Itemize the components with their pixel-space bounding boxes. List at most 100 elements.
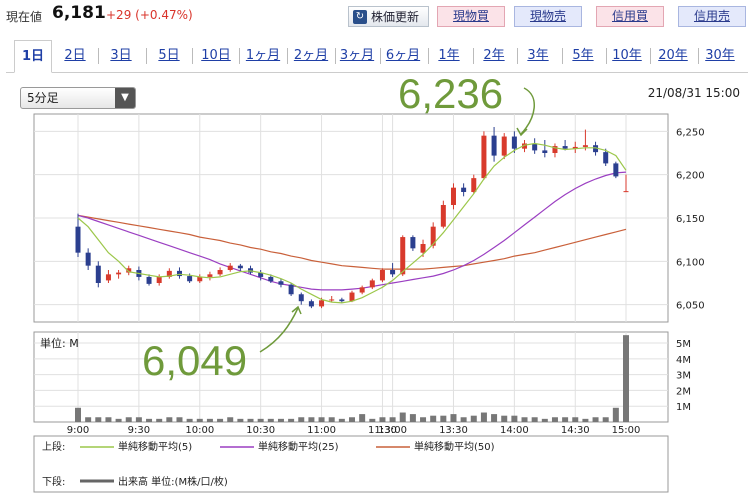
volume-bar bbox=[328, 417, 335, 422]
volume-bar bbox=[582, 418, 589, 422]
candle-body bbox=[278, 281, 284, 285]
volume-bar bbox=[267, 418, 274, 422]
tab-separator bbox=[98, 48, 99, 64]
legend-upper-label: 上段: bbox=[42, 440, 65, 453]
tab-20y[interactable]: 20年 bbox=[658, 48, 688, 63]
refresh-price-button[interactable]: ↻ 株価更新 bbox=[348, 6, 429, 27]
candle-body bbox=[461, 187, 467, 192]
volume-bar bbox=[511, 415, 518, 422]
margin-sell-button[interactable]: 信用売 bbox=[678, 6, 746, 27]
candle-body bbox=[410, 237, 416, 249]
tab-separator bbox=[335, 48, 336, 64]
tab-3d[interactable]: 3日 bbox=[110, 48, 132, 63]
volume-bar bbox=[115, 418, 122, 422]
volume-bar bbox=[551, 417, 558, 422]
tab-1y[interactable]: 1年 bbox=[438, 48, 460, 63]
tab-30y[interactable]: 30年 bbox=[705, 48, 735, 63]
volume-bar bbox=[298, 417, 305, 422]
tab-separator bbox=[287, 48, 288, 64]
price-tick-label: 6,200 bbox=[676, 171, 705, 182]
volume-axis: 1M 2M 3M 4M 5M bbox=[676, 339, 691, 413]
tab-2y[interactable]: 2年 bbox=[483, 48, 505, 63]
spot-sell-button[interactable]: 現物売 bbox=[514, 6, 582, 27]
candle-body bbox=[593, 145, 599, 153]
refresh-icon: ↻ bbox=[353, 10, 367, 24]
ma5-path bbox=[77, 142, 627, 304]
candle-body bbox=[623, 191, 629, 193]
tab-separator bbox=[380, 48, 381, 64]
volume-bar bbox=[359, 414, 366, 422]
candle-body bbox=[613, 163, 619, 177]
candle-body bbox=[450, 187, 456, 205]
volume-bar bbox=[308, 417, 315, 422]
candle-body bbox=[369, 280, 375, 288]
candle-body bbox=[237, 265, 243, 269]
tab-separator bbox=[192, 48, 193, 64]
refresh-label: 株価更新 bbox=[371, 10, 420, 24]
tab-3m[interactable]: 3ヶ月 bbox=[339, 48, 375, 63]
tab-separator bbox=[517, 48, 518, 64]
volume-bar bbox=[277, 418, 284, 422]
tab-separator bbox=[606, 48, 607, 64]
tab-3y[interactable]: 3年 bbox=[527, 48, 549, 63]
tab-5y[interactable]: 5年 bbox=[572, 48, 594, 63]
legend-ma5-label: 単純移動平均(5) bbox=[118, 440, 192, 453]
volume-bar bbox=[491, 414, 498, 422]
volume-bar bbox=[186, 418, 193, 422]
candle-body bbox=[379, 270, 385, 281]
margin-buy-button[interactable]: 信用買 bbox=[596, 6, 664, 27]
volume-bar bbox=[247, 418, 254, 422]
volume-bar bbox=[470, 415, 477, 422]
candle-body bbox=[258, 272, 264, 277]
candle-body bbox=[176, 270, 182, 277]
candle-body bbox=[95, 265, 101, 283]
candle-body bbox=[481, 135, 487, 179]
candle-body bbox=[552, 146, 558, 153]
tab-2d[interactable]: 2日 bbox=[64, 48, 86, 63]
volume-bar bbox=[95, 417, 102, 422]
volume-bar bbox=[450, 414, 457, 422]
tab-separator bbox=[239, 48, 240, 64]
candle-body bbox=[491, 135, 497, 156]
tab-6m[interactable]: 6ヶ月 bbox=[385, 48, 421, 63]
low-annotation: 6,049 bbox=[142, 337, 247, 384]
candle-body bbox=[146, 276, 152, 284]
volume-bars bbox=[75, 335, 629, 422]
tab-2m[interactable]: 2ヶ月 bbox=[293, 48, 329, 63]
price-tick-label: 6,250 bbox=[676, 127, 705, 138]
volume-bar bbox=[318, 417, 325, 422]
tab-1m[interactable]: 1ヶ月 bbox=[245, 48, 281, 63]
high-annotation: 6,236 bbox=[398, 70, 503, 117]
candle-body bbox=[105, 274, 111, 281]
high-arrow bbox=[520, 87, 535, 135]
candle-body bbox=[268, 276, 274, 282]
volume-bar bbox=[420, 417, 427, 422]
candle-body bbox=[166, 270, 172, 277]
time-tick-label: 10:30 bbox=[246, 425, 275, 436]
volume-tick-label: 4M bbox=[676, 355, 691, 366]
volume-bar bbox=[237, 418, 244, 422]
candle-body bbox=[572, 146, 578, 149]
interval-select[interactable]: 5分足 ▼ bbox=[20, 87, 136, 109]
spot-buy-button[interactable]: 現物買 bbox=[437, 6, 505, 27]
volume-bar bbox=[135, 417, 142, 422]
volume-bar bbox=[338, 418, 345, 422]
volume-bar bbox=[612, 407, 619, 422]
ma50-line bbox=[77, 214, 627, 270]
volume-bar bbox=[521, 417, 528, 422]
volume-bar bbox=[602, 417, 609, 422]
tab-10d[interactable]: 10日 bbox=[201, 48, 231, 63]
candle-body bbox=[603, 152, 609, 164]
tab-5d[interactable]: 5日 bbox=[158, 48, 180, 63]
volume-bar bbox=[399, 412, 406, 422]
volume-tick-label: 2M bbox=[676, 386, 691, 397]
tab-10y[interactable]: 10年 bbox=[612, 48, 642, 63]
volume-bar bbox=[257, 418, 264, 422]
chevron-down-icon: ▼ bbox=[115, 88, 135, 108]
interval-select-value: 5分足 bbox=[27, 91, 59, 105]
time-tick-label: 10:00 bbox=[185, 425, 214, 436]
tab-1d[interactable]: 1日 bbox=[14, 40, 52, 73]
time-tick-label: 13:00 bbox=[378, 425, 407, 436]
candle-body bbox=[156, 276, 162, 283]
candle-body bbox=[582, 145, 588, 147]
